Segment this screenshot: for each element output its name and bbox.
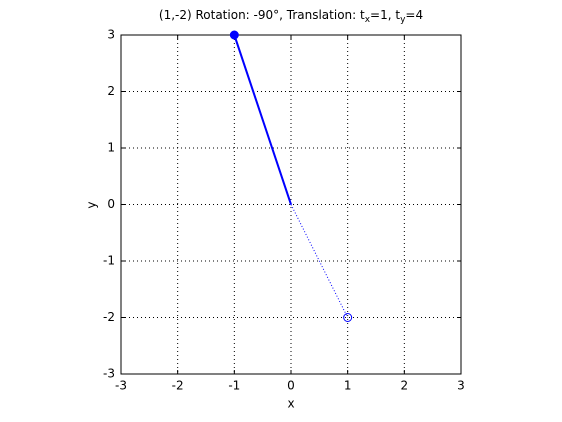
y-tick-label: 3 <box>107 28 115 42</box>
y-tick-label: -2 <box>103 310 115 324</box>
x-tick-label: 2 <box>401 379 409 393</box>
x-tick-label: 0 <box>287 379 295 393</box>
marker <box>343 313 353 322</box>
y-axis-label: y <box>85 201 99 208</box>
x-tick-label: 3 <box>457 379 465 393</box>
x-axis-label: x <box>287 397 294 411</box>
x-tick-label: -2 <box>172 379 184 393</box>
x-tick-label: -3 <box>115 379 127 393</box>
y-tick-label: 1 <box>107 141 115 155</box>
data-line <box>233 34 292 205</box>
marker <box>229 30 239 40</box>
x-tick-label: -1 <box>228 379 240 393</box>
y-tick-label: -3 <box>103 367 115 381</box>
y-tick-label: 2 <box>107 84 115 98</box>
y-tick-label: -1 <box>103 254 115 268</box>
x-tick-label: 1 <box>344 379 352 393</box>
plot-frame <box>120 34 462 375</box>
y-tick-label: 0 <box>107 197 115 211</box>
chart-title: (1,-2) Rotation: -90°, Translation: tx=1… <box>159 8 423 25</box>
data-line <box>290 204 349 318</box>
